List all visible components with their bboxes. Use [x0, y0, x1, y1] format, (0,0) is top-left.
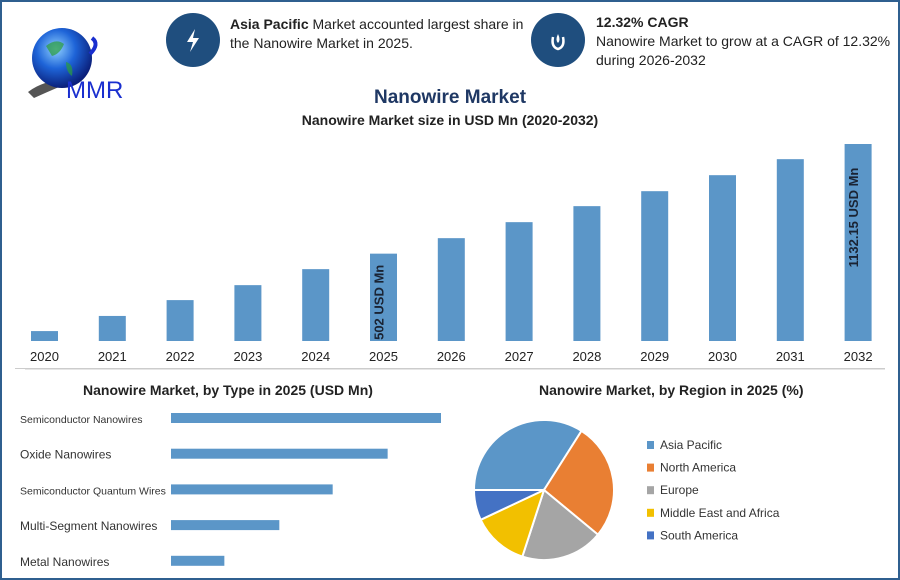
bar-2029	[641, 191, 669, 341]
mmr-logo: MMR	[28, 28, 123, 102]
legend-label: Middle East and Africa	[660, 506, 780, 520]
insight1-body: Market accounted largest share in the Na…	[230, 16, 524, 51]
x-tick-label: 2031	[776, 349, 805, 364]
pie-slice-middle-east-and-africa	[479, 488, 546, 558]
legend-label: South America	[660, 528, 738, 542]
category-label: Metal Nanowires	[20, 555, 109, 569]
x-tick-label: 2020	[30, 349, 59, 364]
logo-text: MMR	[66, 77, 123, 102]
x-tick-label: 2027	[505, 349, 534, 364]
region-pie-chart: Asia Pacific North America Europe Middle Ea…	[472, 419, 780, 561]
bar-2022	[166, 300, 194, 341]
bar-metal-nanowires	[171, 555, 225, 566]
section-divider	[15, 368, 885, 369]
x-tick-label: 2032	[844, 349, 873, 364]
insight1-text: Asia Pacific Market accounted largest sh…	[230, 15, 530, 53]
insight2-bold: 12.32% CAGR	[596, 14, 689, 30]
category-label: Oxide Nanowires	[20, 448, 111, 462]
legend-swatch	[647, 508, 654, 517]
x-tick-label: 2022	[166, 349, 195, 364]
insight2-icon-circle	[531, 13, 585, 67]
x-tick-label: 2030	[708, 349, 737, 364]
data-label-2025: 502 USD Mn	[372, 265, 387, 340]
bar-2024	[302, 269, 330, 341]
x-tick-label: 2023	[233, 349, 262, 364]
insight1-icon-circle	[166, 13, 220, 67]
insight2-body: Nanowire Market to grow at a CAGR of 12.…	[596, 33, 891, 68]
legend-swatch	[647, 531, 654, 540]
lightning-icon	[187, 29, 199, 52]
region-chart-title: Nanowire Market, by Region in 2025 (%)	[539, 382, 804, 398]
bar-multi-segment-nanowires	[171, 520, 280, 531]
pie-slice-north-america	[542, 429, 615, 537]
data-label-2032: 1132.15 USD Mn	[846, 168, 861, 268]
x-tick-label: 2024	[301, 349, 330, 364]
insight1-bold: Asia Pacific	[230, 16, 309, 32]
bar-2032	[844, 144, 872, 341]
legend-swatch	[647, 463, 654, 472]
bar-oxide-nanowires	[171, 448, 388, 459]
bar-2025	[370, 253, 397, 341]
pie-slice-south-america	[472, 489, 545, 522]
bar-2031	[776, 159, 804, 341]
type-chart-title: Nanowire Market, by Type in 2025 (USD Mn…	[83, 382, 373, 398]
legend-label: Europe	[660, 483, 699, 497]
bar-2030	[709, 175, 736, 341]
bar-2023	[234, 285, 262, 341]
bar-2028	[573, 206, 601, 341]
category-label: Semiconductor Quantum Wires	[20, 485, 166, 497]
legend-swatch	[647, 486, 654, 495]
x-tick-label: 2025	[369, 349, 398, 364]
bar-2026	[437, 238, 465, 341]
type-bar-chart: Semiconductor Nanowires Oxide Nanowires Se…	[20, 413, 441, 569]
bar-2027	[505, 222, 533, 341]
pie-slice-europe	[521, 488, 600, 561]
main-chart-title: Nanowire Market	[373, 87, 527, 108]
bar-2020	[31, 331, 58, 341]
x-tick-label: 2021	[98, 349, 127, 364]
category-label: Semiconductor Nanowires	[20, 414, 143, 426]
category-label: Multi-Segment Nanowires	[20, 519, 157, 533]
market-size-bar-chart: 2020 2021 2022 2023 2024 2025 502 USD Mn 2026 20…	[25, 144, 885, 370]
bar-2021	[98, 315, 126, 341]
legend-label: North America	[660, 461, 736, 475]
legend-label: Asia Pacific	[660, 438, 722, 452]
x-tick-label: 2029	[640, 349, 669, 364]
growth-drop-icon	[551, 34, 565, 51]
x-tick-label: 2028	[572, 349, 601, 364]
main-chart-subtitle: Nanowire Market size in USD Mn (2020-203…	[301, 112, 599, 128]
bar-semiconductor-nanowires	[171, 413, 441, 423]
insight2-text: 12.32% CAGR Nanowire Market to grow at a…	[596, 13, 896, 70]
legend-swatch	[647, 441, 654, 449]
x-tick-label: 2026	[437, 349, 466, 364]
bar-semiconductor-quantum-wires	[171, 484, 333, 495]
